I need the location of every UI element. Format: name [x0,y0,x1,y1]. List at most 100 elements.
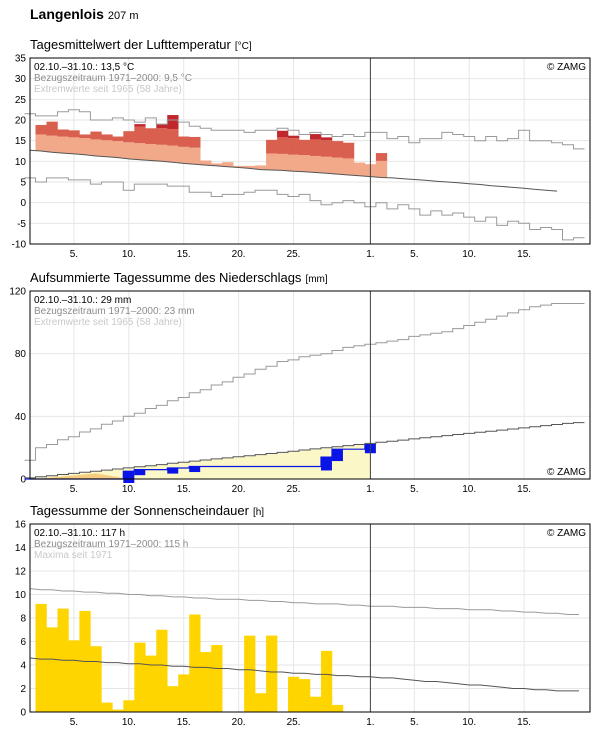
y-tick-label: 10 [15,590,27,601]
temp-bar [310,134,322,140]
climate-mean-line [29,149,558,192]
temp-bar [101,140,113,157]
climate-mean-line [24,422,585,479]
temp-bar [134,126,146,144]
sunshine-bar [145,655,157,712]
x-tick-label: 5. [70,249,78,260]
x-tick-label: 15. [177,484,191,495]
y-tick-label: 0 [20,198,26,209]
info-reference: Bezugszeitraum 1971–2000: 115 h [34,539,188,550]
info-reference: Bezugszeitraum 1971–2000: 23 mm [34,306,195,317]
chart-title: Aufsummierte Tagessumme des Niederschlag… [30,270,328,285]
temp-bar [167,145,179,163]
temp-bar [266,153,278,171]
temp-bar [331,157,344,175]
x-tick-label: 5. [70,484,78,495]
sunshine-bar [35,603,47,712]
temp-bar [244,165,256,169]
sunshine-bar [112,709,124,712]
x-tick-label: 15. [517,249,531,260]
plot-frame [29,523,591,713]
sunshine-bar [211,645,223,712]
x-tick-label: 15. [177,249,191,260]
temp-bar [310,155,322,173]
y-tick-label: 30 [15,74,27,85]
x-tick-label: 10. [462,717,476,728]
x-tick-label: 10. [122,717,136,728]
temp-bar [342,158,355,175]
x-tick-label: 25. [287,717,301,728]
x-tick-label: 15. [517,484,531,495]
x-tick-label: 1. [366,484,374,495]
x-tick-label: 5. [410,717,418,728]
copyright-label: © ZAMG [547,62,586,73]
temp-bar [189,136,201,148]
sunshine-bar [200,652,212,712]
extreme-max-line [24,109,585,150]
y-tick-label: 4 [20,661,26,672]
info-extremes: Maxima seit 1971 [34,550,113,561]
y-tick-label: 15 [15,136,27,147]
x-tick-label: 20. [232,717,246,728]
info-current: 02.10.–31.10.: 13,5 °C [34,62,134,73]
y-tick-label: 0 [20,708,26,719]
climate-mean-line [29,657,579,692]
precip-bar [189,466,201,473]
temp-bar [320,156,333,174]
temp-bar [211,163,223,166]
x-tick-label: 1. [366,717,374,728]
info-current: 02.10.–31.10.: 29 mm [34,295,131,306]
y-tick-label: 2 [20,684,26,695]
y-tick-label: 5 [20,178,26,189]
sunshine-bar [244,635,256,712]
temp-bar [90,139,102,156]
sunshine-bar [288,676,300,712]
x-tick-label: 15. [177,717,191,728]
temp-bar [288,154,300,172]
temp-bar [331,141,344,158]
sunshine-bar [255,693,267,712]
sunshine-bar [156,629,168,712]
temp-bar [222,162,234,167]
temp-bar [145,128,157,144]
info-extremes: Extremwerte seit 1965 (58 Jahre) [34,317,182,328]
temp-bar [57,136,69,154]
x-tick-label: 5. [410,249,418,260]
x-tick-label: 10. [122,484,136,495]
sunshine-bar [167,686,179,712]
chart-title: Tagesmittelwert der Lufttemperatur [°C] [30,37,252,52]
temp-bar [112,136,124,142]
temp-bar [342,142,355,159]
sunshine-bar [101,702,113,712]
temp-bar [68,130,80,138]
chart-unit: [h] [253,507,264,518]
y-tick-label: 40 [15,412,27,423]
temp-bar [320,137,333,141]
temp-bar [375,160,388,178]
temp-bar [200,160,212,166]
station-header: Langenlois 207 m [30,6,138,22]
temp-bar [68,137,80,154]
x-tick-label: 15. [517,717,531,728]
maxima-line [29,588,579,615]
temp-bar [277,153,289,171]
sunshine-bar [299,679,311,712]
sunshine-bar [310,696,322,712]
copyright-label: © ZAMG [547,467,586,478]
x-tick-label: 5. [70,717,78,728]
temp-bar [167,115,179,130]
info-extremes: Extremwerte seit 1965 (58 Jahre) [34,84,182,95]
temp-bar [288,138,300,155]
chart-2: Aufsummierte Tagessumme des Niederschlag… [9,270,591,495]
temp-bar [178,146,190,164]
precip-bar [320,457,332,471]
temp-bar [277,130,289,138]
chart-unit: [°C] [235,41,252,52]
temp-bar [277,137,289,154]
sunshine-bar [320,650,333,712]
sunshine-bar [68,640,80,712]
temp-bar [189,147,201,165]
sunshine-bar [46,627,58,712]
sunshine-bar [189,614,201,712]
